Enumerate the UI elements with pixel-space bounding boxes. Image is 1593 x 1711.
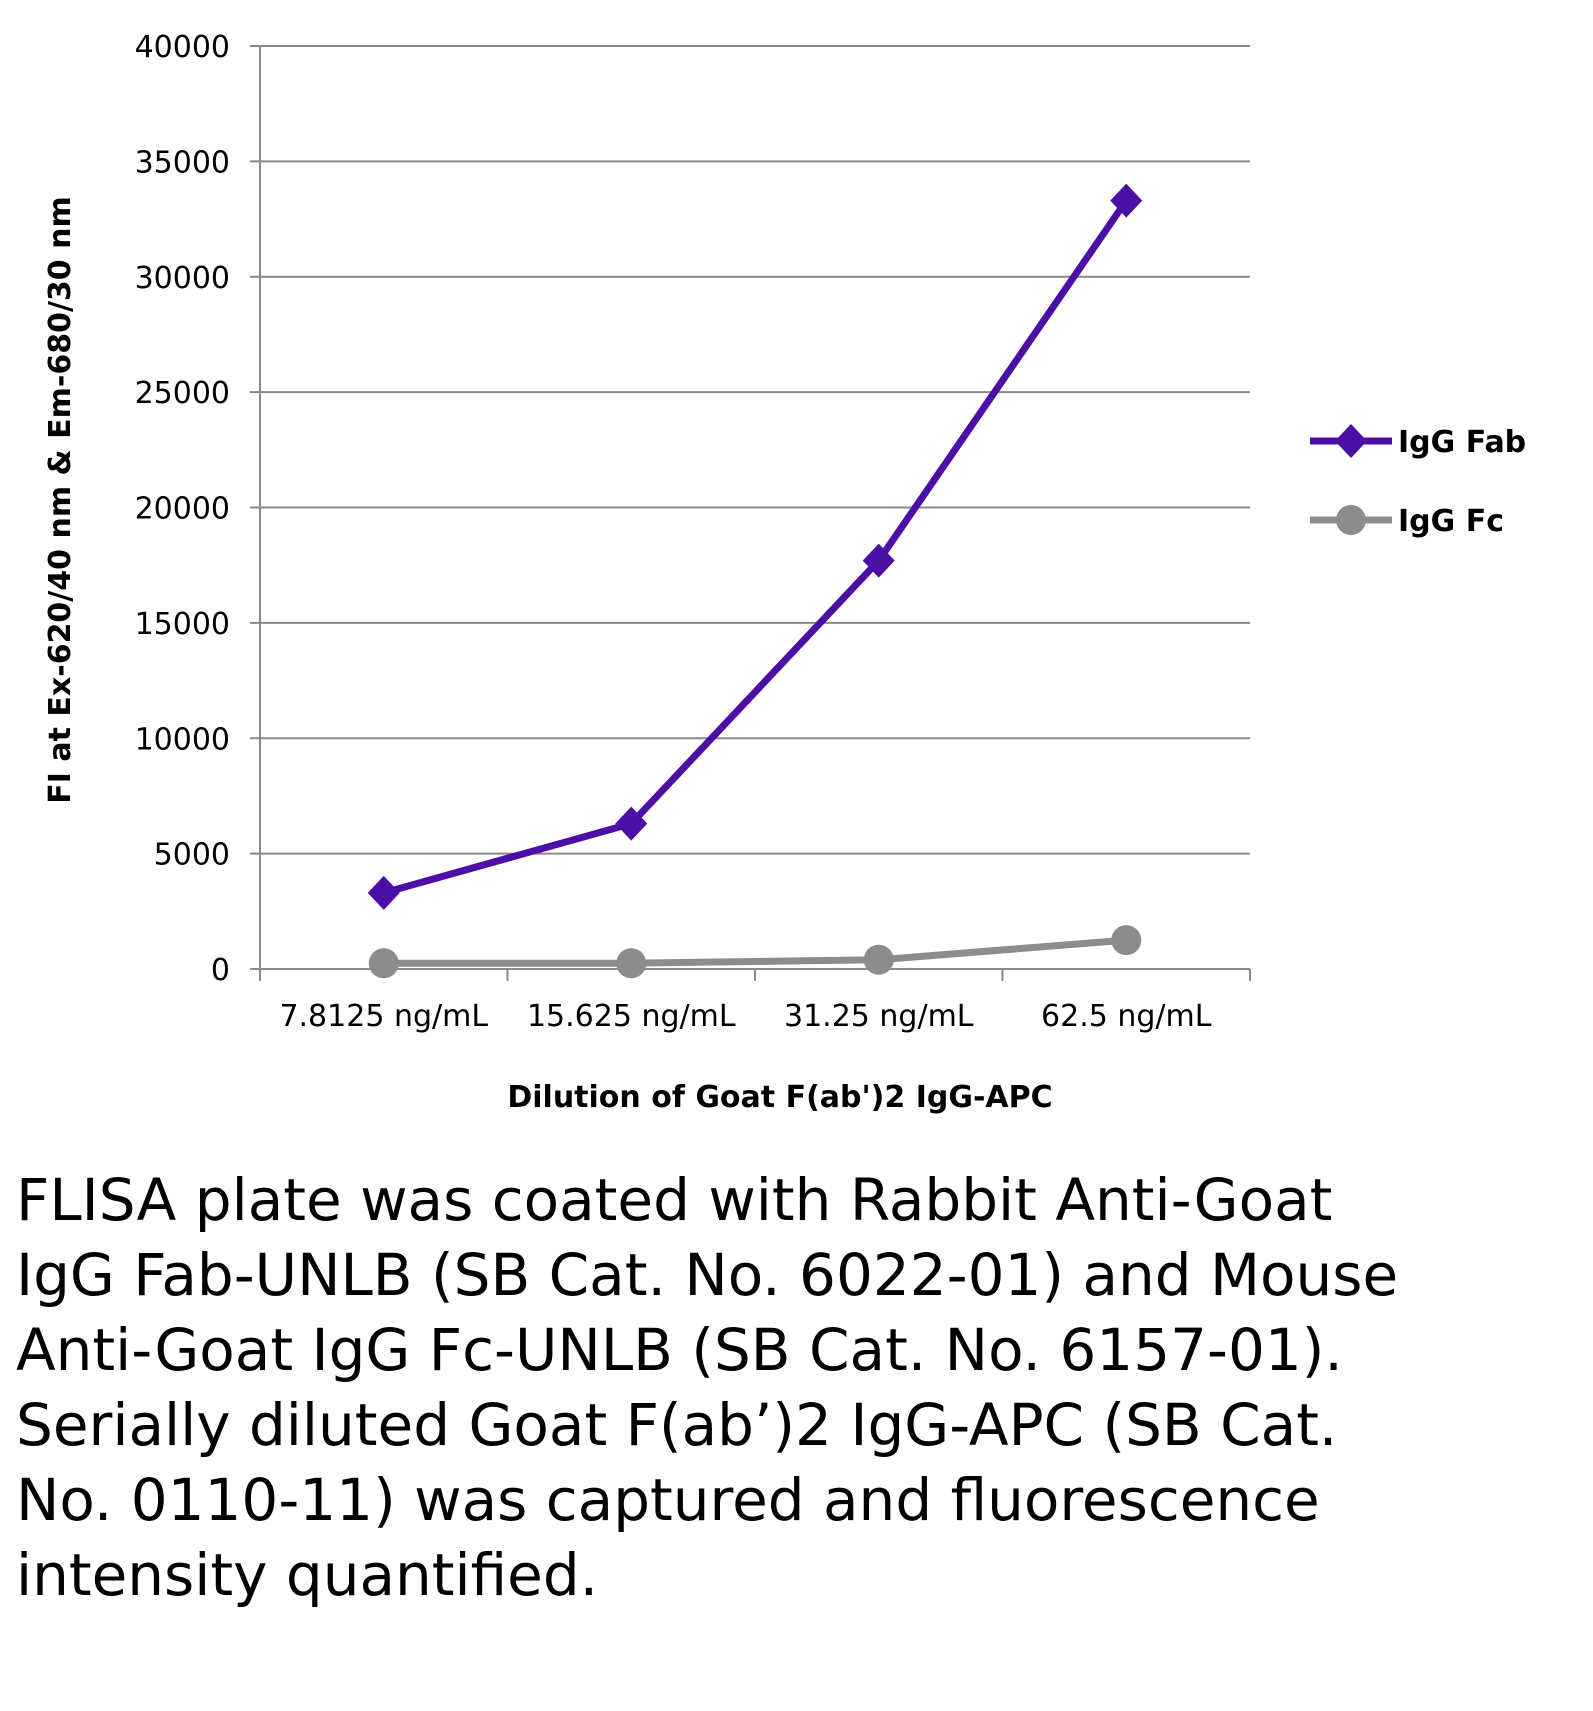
y-tick-label: 40000 [135,30,230,65]
x-axis-title: Dilution of Goat F(ab')2 IgG-APC [507,1080,1052,1115]
axes [250,45,1251,981]
x-tick-labels: 7.8125 ng/mL 15.625 ng/mL 31.25 ng/mL 62.5 … [279,999,1211,1034]
figure-caption: FLISA plate was coated with Rabbit Anti-… [16,1166,1399,1609]
y-tick-label: 5000 [154,838,230,873]
data-point-circle [1336,505,1366,535]
line-chart: 0 5000 10000 15000 20000 25000 30000 35000 40000… [43,30,1526,1115]
x-tick-label: 62.5 ng/mL [1041,999,1212,1034]
series-line [383,936,1127,967]
series-group [367,183,1143,979]
data-point-circle [616,948,647,979]
y-tick-label: 15000 [135,607,230,642]
series-line [382,198,1130,897]
legend-item: IgG Fab [1310,424,1526,460]
y-tick-label: 10000 [135,722,230,757]
y-tick-label: 35000 [135,145,230,180]
series-igg-fab [367,183,1143,910]
x-tick-label: 15.625 ng/mL [527,999,736,1034]
legend-label: IgG Fab [1398,425,1526,460]
y-axis-title: FI at Ex-620/40 nm & Em-680/30 nm [43,196,78,803]
y-tick-label: 25000 [135,376,230,411]
data-point-circle [368,948,399,979]
data-point-circle [863,944,894,975]
y-tick-label: 0 [211,953,230,988]
x-tick-label: 31.25 ng/mL [784,999,974,1034]
y-tick-label: 20000 [135,492,230,527]
legend: IgG Fab IgG Fc [1310,424,1526,539]
x-tick-label: 7.8125 ng/mL [279,999,488,1034]
legend-item: IgG Fc [1310,504,1504,539]
data-point-diamond [1110,183,1143,218]
y-tick-labels: 0 5000 10000 15000 20000 25000 30000 35000 40000 [135,30,230,988]
data-point-diamond [615,806,648,841]
y-tick-label: 30000 [135,261,230,296]
series-igg-fc [368,925,1142,979]
data-point-diamond [1335,424,1367,458]
data-point-diamond [367,875,400,910]
legend-label: IgG Fc [1398,504,1504,539]
gridlines [260,45,1250,855]
data-point-diamond [862,543,895,578]
data-point-circle [1111,925,1142,956]
